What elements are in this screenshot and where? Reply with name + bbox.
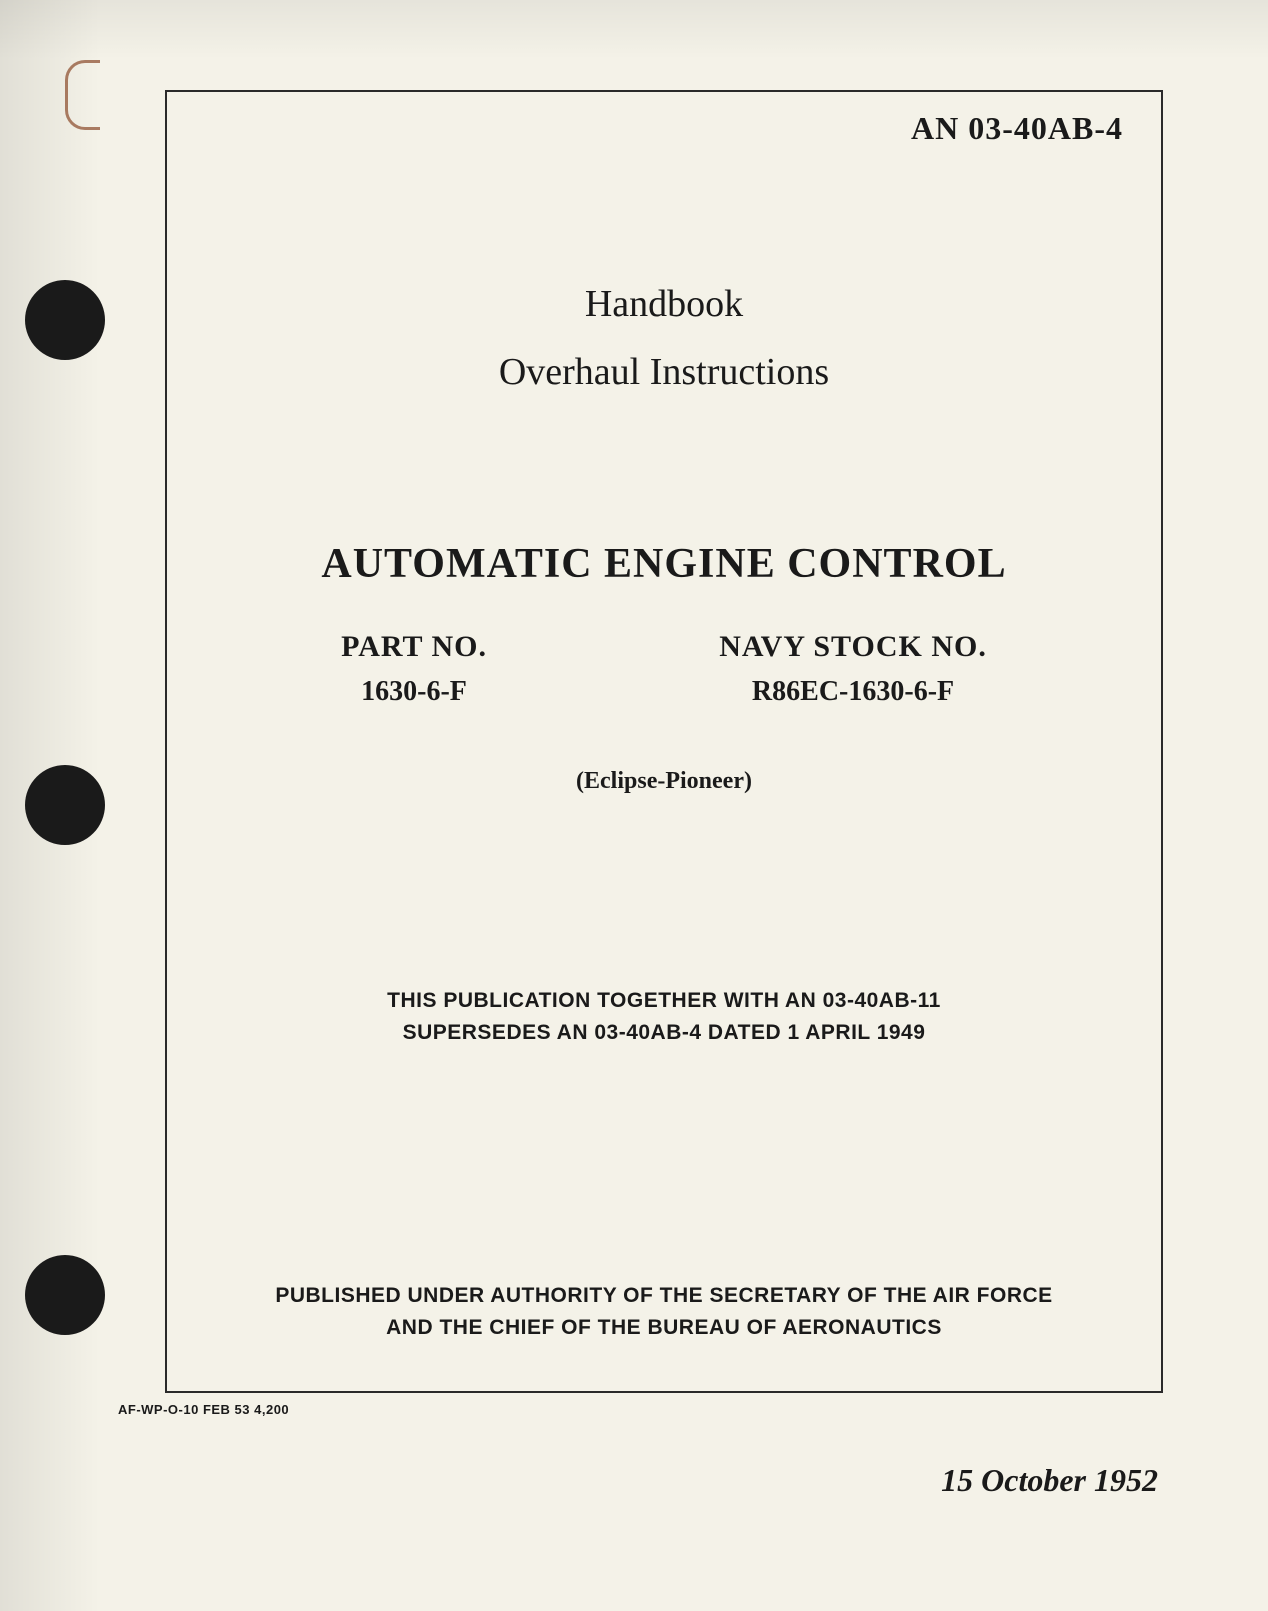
main-title: AUTOMATIC ENGINE CONTROL xyxy=(165,540,1163,588)
publication-date: 15 October 1952 xyxy=(941,1462,1158,1499)
handbook-title: Handbook xyxy=(165,282,1163,326)
part-number-label: PART NO. xyxy=(341,630,487,664)
punch-hole xyxy=(25,1255,105,1335)
part-number-value: 1630-6-F xyxy=(341,676,487,708)
navy-stock-label: NAVY STOCK NO. xyxy=(719,630,987,664)
supersedes-line1: THIS PUBLICATION TOGETHER WITH AN 03-40A… xyxy=(165,985,1163,1017)
document-page: AN 03-40AB-4 Handbook Overhaul Instructi… xyxy=(0,0,1268,1611)
supersedes-line2: SUPERSEDES AN 03-40AB-4 DATED 1 APRIL 19… xyxy=(165,1017,1163,1049)
navy-stock-value: R86EC-1630-6-F xyxy=(719,676,987,708)
punch-hole xyxy=(25,280,105,360)
published-line1: PUBLISHED UNDER AUTHORITY OF THE SECRETA… xyxy=(165,1280,1163,1312)
part-number-column: PART NO. 1630-6-F xyxy=(341,630,487,708)
published-line2: AND THE CHIEF OF THE BUREAU OF AERONAUTI… xyxy=(165,1312,1163,1344)
published-authority: PUBLISHED UNDER AUTHORITY OF THE SECRETA… xyxy=(165,1280,1163,1343)
supersedes-notice: THIS PUBLICATION TOGETHER WITH AN 03-40A… xyxy=(165,985,1163,1048)
shadow-top xyxy=(0,0,1268,60)
staple-mark xyxy=(65,60,100,130)
manufacturer: (Eclipse-Pioneer) xyxy=(165,768,1163,795)
document-number: AN 03-40AB-4 xyxy=(911,110,1123,147)
punch-hole xyxy=(25,765,105,845)
overhaul-title: Overhaul Instructions xyxy=(165,350,1163,394)
print-info: AF-WP-O-10 FEB 53 4,200 xyxy=(118,1402,289,1417)
part-section: PART NO. 1630-6-F NAVY STOCK NO. R86EC-1… xyxy=(165,630,1163,708)
navy-stock-column: NAVY STOCK NO. R86EC-1630-6-F xyxy=(719,630,987,708)
